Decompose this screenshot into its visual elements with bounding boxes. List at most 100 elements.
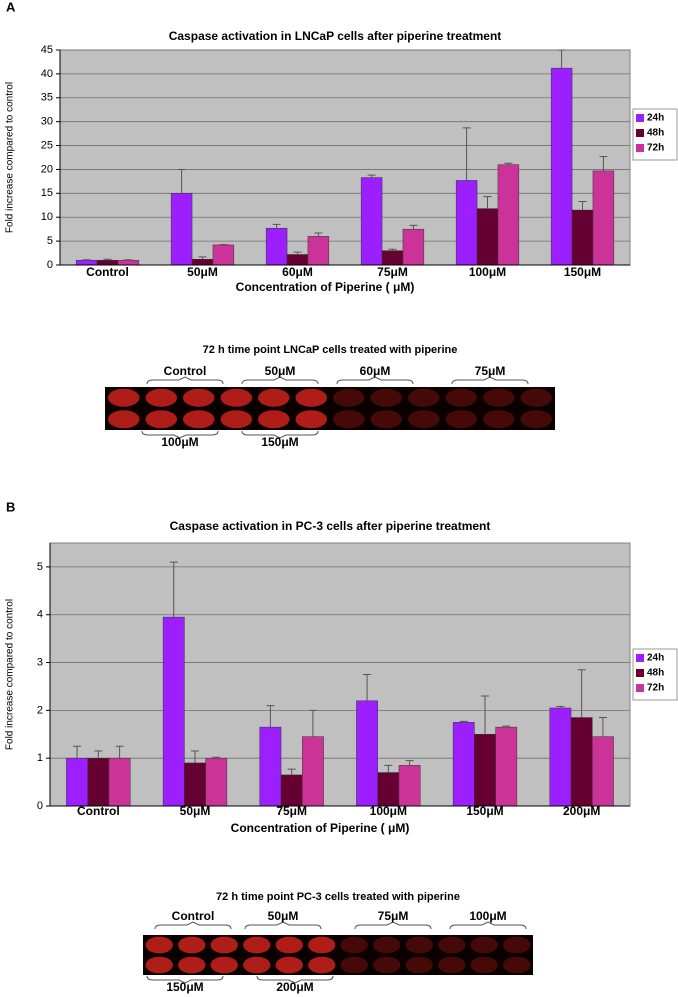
bracket xyxy=(241,376,319,385)
error-bar xyxy=(578,200,587,211)
well xyxy=(145,956,173,974)
well xyxy=(210,956,238,974)
well-label: 200μM xyxy=(276,980,313,994)
x-tick-label: 50μM xyxy=(180,804,211,818)
well xyxy=(408,388,440,407)
well xyxy=(145,936,173,954)
x-tick-label: 100μM xyxy=(370,804,407,818)
error-bar xyxy=(556,706,565,708)
bar xyxy=(402,228,425,266)
bracket xyxy=(241,430,319,439)
plot-area xyxy=(59,49,631,266)
bar xyxy=(377,772,400,807)
well xyxy=(145,388,177,407)
x-axis-title: Concentration of Piperine ( μM) xyxy=(231,821,410,835)
bar xyxy=(75,259,98,266)
error-bar xyxy=(384,764,393,773)
bar xyxy=(66,757,88,807)
well-label: 100μM xyxy=(469,909,506,923)
y-tick-label: 25 xyxy=(41,139,53,151)
error-bar xyxy=(557,49,566,69)
chart-title: Caspase activation in LNCaP cells after … xyxy=(169,29,502,43)
well-strip xyxy=(143,935,533,975)
legend-label: 72h xyxy=(647,143,664,154)
well xyxy=(520,410,552,429)
well xyxy=(183,388,215,407)
well xyxy=(503,956,531,974)
y-tick-label: 4 xyxy=(37,609,43,621)
error-bar xyxy=(459,720,468,723)
y-tick-label: 10 xyxy=(41,211,53,223)
bracket xyxy=(154,921,232,930)
legend-swatch xyxy=(636,684,644,692)
error-bar xyxy=(502,725,511,728)
well xyxy=(243,956,271,974)
well xyxy=(258,410,290,429)
error-bar xyxy=(198,256,207,260)
panel-label: B xyxy=(6,499,15,514)
well xyxy=(370,410,402,429)
well xyxy=(220,410,252,429)
legend-swatch xyxy=(636,654,644,662)
bar xyxy=(280,774,303,807)
bar xyxy=(455,180,478,266)
bar xyxy=(592,736,614,807)
error-bar xyxy=(293,251,302,255)
error-bar xyxy=(314,232,323,237)
bar xyxy=(162,616,185,807)
y-tick-label: 1 xyxy=(37,752,43,764)
well xyxy=(333,388,365,407)
error-bar xyxy=(103,258,112,261)
y-tick-label: 20 xyxy=(41,163,53,175)
well-strip xyxy=(105,387,555,430)
well xyxy=(243,936,271,954)
x-tick-label: 50μM xyxy=(187,265,218,279)
bar xyxy=(570,717,593,807)
legend-swatch xyxy=(636,669,644,677)
well xyxy=(438,936,466,954)
well xyxy=(308,956,336,974)
well-label: 60μM xyxy=(360,364,391,378)
y-tick-label: 5 xyxy=(47,235,53,247)
well-label: 150μM xyxy=(261,435,298,449)
legend-label: 48h xyxy=(647,128,664,139)
well xyxy=(108,410,140,429)
error-bar xyxy=(191,750,199,763)
well-label: 150μM xyxy=(166,980,203,994)
x-tick-label: 100μM xyxy=(469,265,506,279)
x-tick-label: 75μM xyxy=(377,265,408,279)
well xyxy=(503,936,531,954)
well-label: 100μM xyxy=(161,435,198,449)
bar xyxy=(286,254,309,266)
panel-label: A xyxy=(6,0,16,14)
legend-label: 24h xyxy=(647,113,664,124)
bar xyxy=(265,227,288,266)
well-label: 75μM xyxy=(378,909,409,923)
error-bar xyxy=(598,717,607,737)
bar xyxy=(108,757,131,807)
error-bar xyxy=(405,760,414,766)
bar xyxy=(476,208,499,266)
bracket xyxy=(146,376,224,385)
error-bar xyxy=(388,248,397,251)
error-bar xyxy=(462,127,471,181)
plot-area xyxy=(49,542,631,807)
x-tick-label: Control xyxy=(77,804,120,818)
bar xyxy=(307,236,330,266)
well xyxy=(373,936,401,954)
well xyxy=(405,936,433,954)
error-bar xyxy=(272,223,281,229)
error-bar xyxy=(287,768,296,775)
x-axis-title: Concentration of Piperine ( μM) xyxy=(236,280,415,294)
bracket xyxy=(256,975,334,984)
well-label: Control xyxy=(164,364,207,378)
well-label: 50μM xyxy=(265,364,296,378)
x-tick-label: 60μM xyxy=(282,265,313,279)
legend-swatch xyxy=(636,129,644,137)
y-tick-label: 15 xyxy=(41,187,53,199)
well xyxy=(145,410,177,429)
bar xyxy=(381,250,404,266)
well xyxy=(275,936,303,954)
error-bar xyxy=(266,705,275,728)
